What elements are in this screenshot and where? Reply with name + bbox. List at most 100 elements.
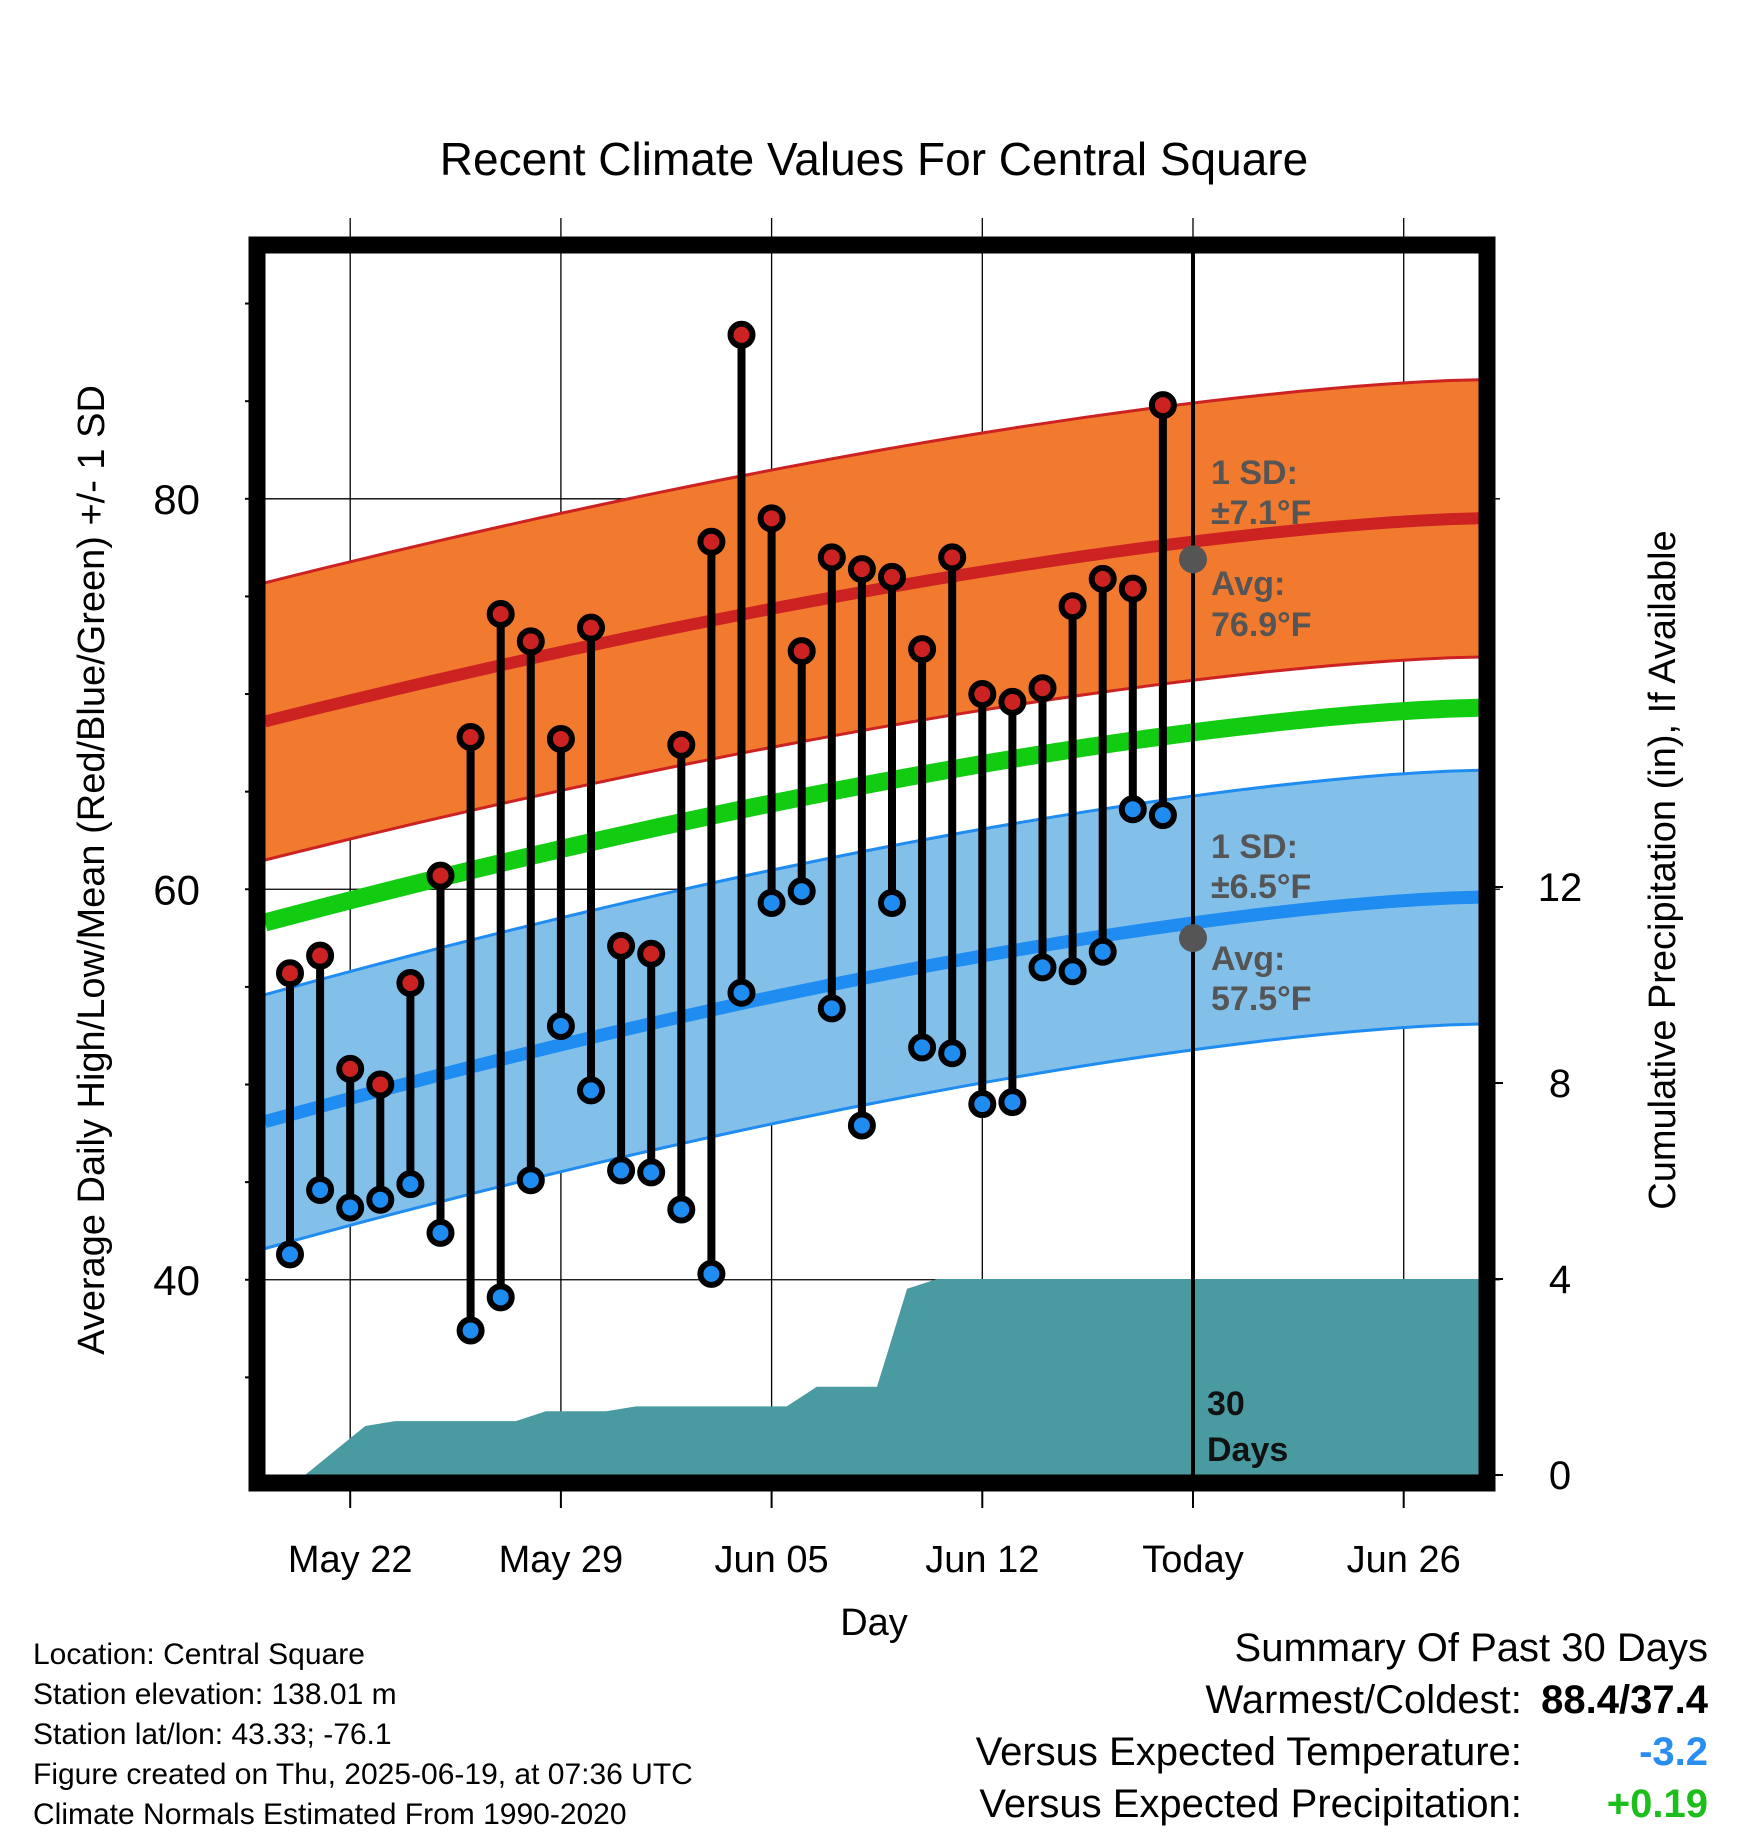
x-axis-label: Day (840, 1602, 908, 1644)
daily-low-point-6 (426, 1218, 455, 1247)
daily-low-point-8 (486, 1283, 515, 1312)
summary-precip: Versus Expected Precipitation: +0.19 (976, 1778, 1708, 1830)
station-elevation: Station elevation: 138.01 m (33, 1678, 397, 1711)
today-avg-high-marker (1179, 545, 1207, 574)
daily-low-point-15 (697, 1259, 726, 1288)
daily-high-point-1 (276, 959, 304, 988)
daily-high-point-3 (336, 1054, 365, 1083)
plot-frame-layer (248, 236, 1496, 1492)
daily-low-point-4 (366, 1185, 395, 1214)
daily-high-point-20 (847, 555, 876, 584)
daily-high-point-26 (1028, 674, 1057, 703)
daily-high-point-30 (1148, 391, 1177, 420)
x-tick-label-2: Jun 05 (715, 1539, 829, 1581)
x-tick-label-0: May 22 (288, 1539, 413, 1581)
daily-high-point-11 (577, 613, 605, 642)
y2-axis-label: Cumulative Precipitation (in), If Availa… (1642, 530, 1684, 1209)
temp-label: Versus Expected Temperature: (975, 1730, 1522, 1774)
daily-high-point-23 (938, 543, 967, 572)
low-sd-band (265, 770, 1480, 1249)
daily-low-point-7 (456, 1316, 485, 1345)
y-tick-label-2: 80 (153, 476, 200, 523)
daily-high-point-2 (306, 941, 335, 970)
daily-values-layer (276, 320, 1177, 1345)
daily-low-point-2 (306, 1175, 335, 1204)
precip-label: Versus Expected Precipitation: (979, 1782, 1522, 1826)
high-band-upper-edge (264, 378, 1481, 585)
y2-tick-label-2: 8 (1549, 1062, 1571, 1106)
daily-high-point-10 (546, 724, 575, 753)
x-tick-label-3: Jun 12 (925, 1539, 1039, 1581)
daily-high-point-22 (908, 635, 937, 664)
high-avg-value: 76.9°F (1211, 606, 1312, 644)
daily-low-point-14 (667, 1195, 696, 1224)
temp-value: -3.2 (1639, 1730, 1708, 1774)
daily-low-point-11 (577, 1076, 605, 1105)
daily-high-point-18 (787, 637, 816, 666)
chart-title: Recent Climate Values For Central Square (440, 133, 1308, 185)
station-info: Location: Central Square Station elevati… (33, 1635, 693, 1835)
today-avg-low-marker (1179, 924, 1207, 953)
precip-area (274, 1279, 1480, 1475)
daily-high-point-25 (998, 687, 1027, 716)
x-tick-label-4: Today (1142, 1539, 1243, 1581)
daily-high-point-9 (516, 627, 545, 656)
y-tick-label-0: 40 (153, 1257, 200, 1304)
daily-low-point-9 (516, 1166, 545, 1195)
daily-low-point-22 (908, 1033, 937, 1062)
x-tick-label-5: Jun 26 (1347, 1539, 1461, 1581)
daily-low-point-26 (1028, 953, 1057, 982)
figure-created: Figure created on Thu, 2025-06-19, at 07… (33, 1758, 693, 1791)
daily-low-point-18 (787, 877, 816, 906)
summary-title: Summary Of Past 30 Days (1234, 1626, 1708, 1670)
daily-high-point-14 (667, 730, 696, 759)
daily-low-point-1 (276, 1240, 304, 1269)
low-avg-value: 57.5°F (1211, 980, 1312, 1018)
summary-warm-cold: Warmest/Coldest: 88.4/37.4 (976, 1674, 1709, 1726)
low-sd-value: ±6.5°F (1211, 868, 1311, 906)
low-avg-label: Avg: (1211, 940, 1285, 978)
daily-low-point-30 (1148, 801, 1177, 830)
daily-low-point-16 (727, 978, 756, 1007)
daily-low-point-12 (607, 1156, 636, 1185)
daily-high-point-4 (366, 1070, 395, 1099)
daily-high-point-19 (817, 543, 846, 572)
station-latlon: Station lat/lon: 43.33; -76.1 (33, 1718, 392, 1751)
y-axis-label: Average Daily High/Low/Mean (Red/Blue/Gr… (71, 385, 113, 1355)
normal-high-line (263, 512, 1481, 728)
daily-high-point-17 (757, 504, 786, 533)
daily-high-point-21 (878, 562, 906, 591)
daily-low-point-20 (847, 1111, 876, 1140)
ticks-layer: May 22 May 29 Jun 05 Jun 12 Today Jun 2640608… (153, 302, 1582, 1581)
low-sd-label: 1 SD: (1211, 828, 1298, 866)
daily-high-point-12 (607, 931, 636, 960)
y2-tick-label-1: 4 (1549, 1258, 1571, 1302)
daily-low-point-5 (396, 1170, 425, 1199)
daily-high-point-7 (456, 723, 485, 751)
daily-low-point-27 (1058, 957, 1087, 986)
daily-high-point-27 (1058, 592, 1087, 621)
summary-temp: Versus Expected Temperature: -3.2 (976, 1726, 1708, 1778)
daily-low-point-21 (878, 888, 906, 917)
daily-high-point-28 (1088, 564, 1117, 593)
daily-low-point-23 (938, 1039, 967, 1068)
high-sd-label: 1 SD: (1211, 454, 1298, 492)
daily-high-point-24 (968, 680, 997, 709)
daily-high-point-5 (396, 969, 425, 997)
daily-low-point-25 (998, 1088, 1027, 1117)
y-tick-label-1: 60 (153, 866, 200, 913)
warm-cold-value: 88.4/37.4 (1541, 1678, 1708, 1722)
daily-high-point-16 (727, 320, 756, 349)
daily-low-point-29 (1118, 795, 1147, 824)
period-number: 30 (1207, 1385, 1245, 1423)
high-avg-label: Avg: (1211, 565, 1285, 603)
high-sd-value: ±7.1°F (1211, 494, 1311, 532)
precip-value: +0.19 (1606, 1782, 1708, 1826)
period-unit: Days (1207, 1431, 1288, 1469)
daily-low-point-19 (817, 994, 846, 1023)
daily-high-point-8 (486, 600, 515, 628)
daily-low-point-10 (546, 1011, 575, 1040)
precip-area-layer (274, 1279, 1480, 1475)
